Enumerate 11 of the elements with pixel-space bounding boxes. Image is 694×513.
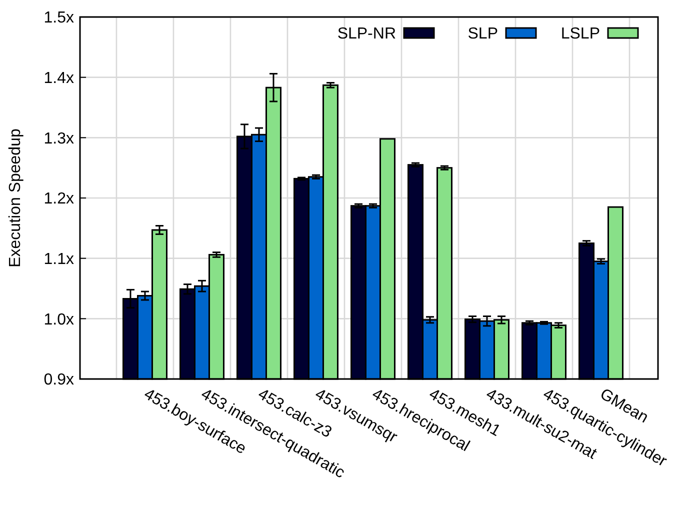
y-axis-title: Execution Speedup (7, 128, 24, 268)
y-tick-label: 1.0x (44, 311, 74, 328)
legend-label: LSLP (560, 26, 600, 43)
legend-label: SLP-NR (337, 26, 396, 43)
y-tick-label: 1.4x (44, 70, 74, 87)
legend-label: SLP (468, 26, 498, 43)
y-tick-label: 0.9x (44, 372, 74, 389)
y-tick-label: 1.3x (44, 130, 74, 148)
y-tick-label: 1.2x (44, 190, 74, 208)
y-tick-label: 1.5x (44, 10, 74, 27)
y-tick-label: 1.1x (44, 250, 74, 268)
